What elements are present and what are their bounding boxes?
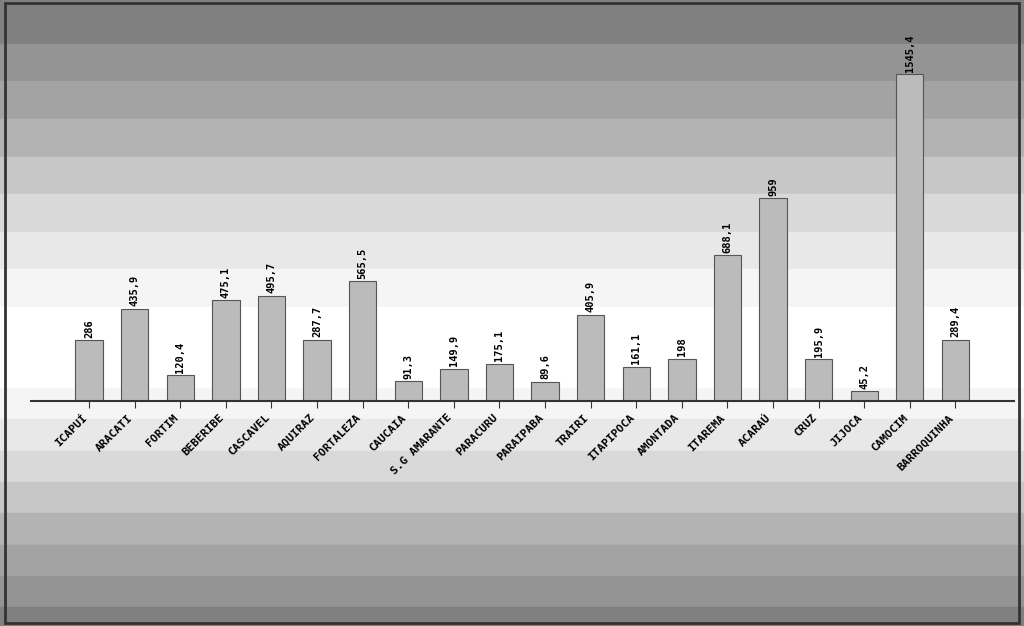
Text: 89,6: 89,6	[540, 354, 550, 379]
Bar	[668, 359, 695, 401]
Bar	[0, 451, 1024, 482]
Bar	[0, 269, 1024, 307]
Bar	[0, 419, 1024, 451]
Text: 287,7: 287,7	[312, 306, 323, 337]
Bar	[577, 315, 604, 401]
Text: 565,5: 565,5	[357, 247, 368, 279]
Text: 91,3: 91,3	[403, 354, 414, 379]
Bar	[0, 119, 1024, 156]
Bar	[0, 307, 1024, 388]
Bar	[485, 364, 513, 401]
Bar	[121, 309, 148, 401]
Bar	[0, 513, 1024, 545]
Bar	[805, 359, 833, 401]
Bar	[760, 198, 786, 401]
Bar	[0, 44, 1024, 81]
Text: 149,9: 149,9	[449, 335, 459, 366]
Bar	[0, 232, 1024, 269]
Bar	[0, 607, 1024, 626]
Bar	[0, 388, 1024, 419]
Bar	[76, 341, 102, 401]
Bar	[0, 545, 1024, 576]
Bar	[394, 381, 422, 401]
Text: 475,1: 475,1	[221, 267, 230, 298]
Text: 1545,4: 1545,4	[905, 34, 914, 72]
Text: 161,1: 161,1	[631, 333, 641, 364]
Bar	[0, 194, 1024, 232]
Bar	[0, 576, 1024, 607]
Bar	[0, 81, 1024, 119]
Text: 45,2: 45,2	[859, 364, 869, 389]
Text: 405,9: 405,9	[586, 281, 596, 312]
Bar	[896, 74, 924, 401]
Text: 289,4: 289,4	[950, 305, 961, 337]
Bar	[851, 391, 878, 401]
Text: 175,1: 175,1	[495, 330, 505, 361]
Bar	[623, 367, 650, 401]
Bar	[0, 482, 1024, 513]
Bar	[942, 339, 969, 401]
Text: 286: 286	[84, 319, 94, 338]
Bar	[349, 281, 377, 401]
Text: 198: 198	[677, 337, 687, 356]
Bar	[212, 300, 240, 401]
Bar	[0, 156, 1024, 194]
Text: 120,4: 120,4	[175, 341, 185, 372]
Bar	[258, 296, 285, 401]
Text: 688,1: 688,1	[722, 222, 732, 253]
Bar	[167, 375, 194, 401]
Text: 495,7: 495,7	[266, 262, 276, 294]
Text: 435,9: 435,9	[130, 275, 139, 306]
Text: 959: 959	[768, 177, 778, 196]
Bar	[531, 382, 559, 401]
Text: 195,9: 195,9	[814, 326, 823, 357]
Bar	[714, 255, 741, 401]
Bar	[0, 0, 1024, 44]
Bar	[303, 340, 331, 401]
Bar	[440, 369, 468, 401]
